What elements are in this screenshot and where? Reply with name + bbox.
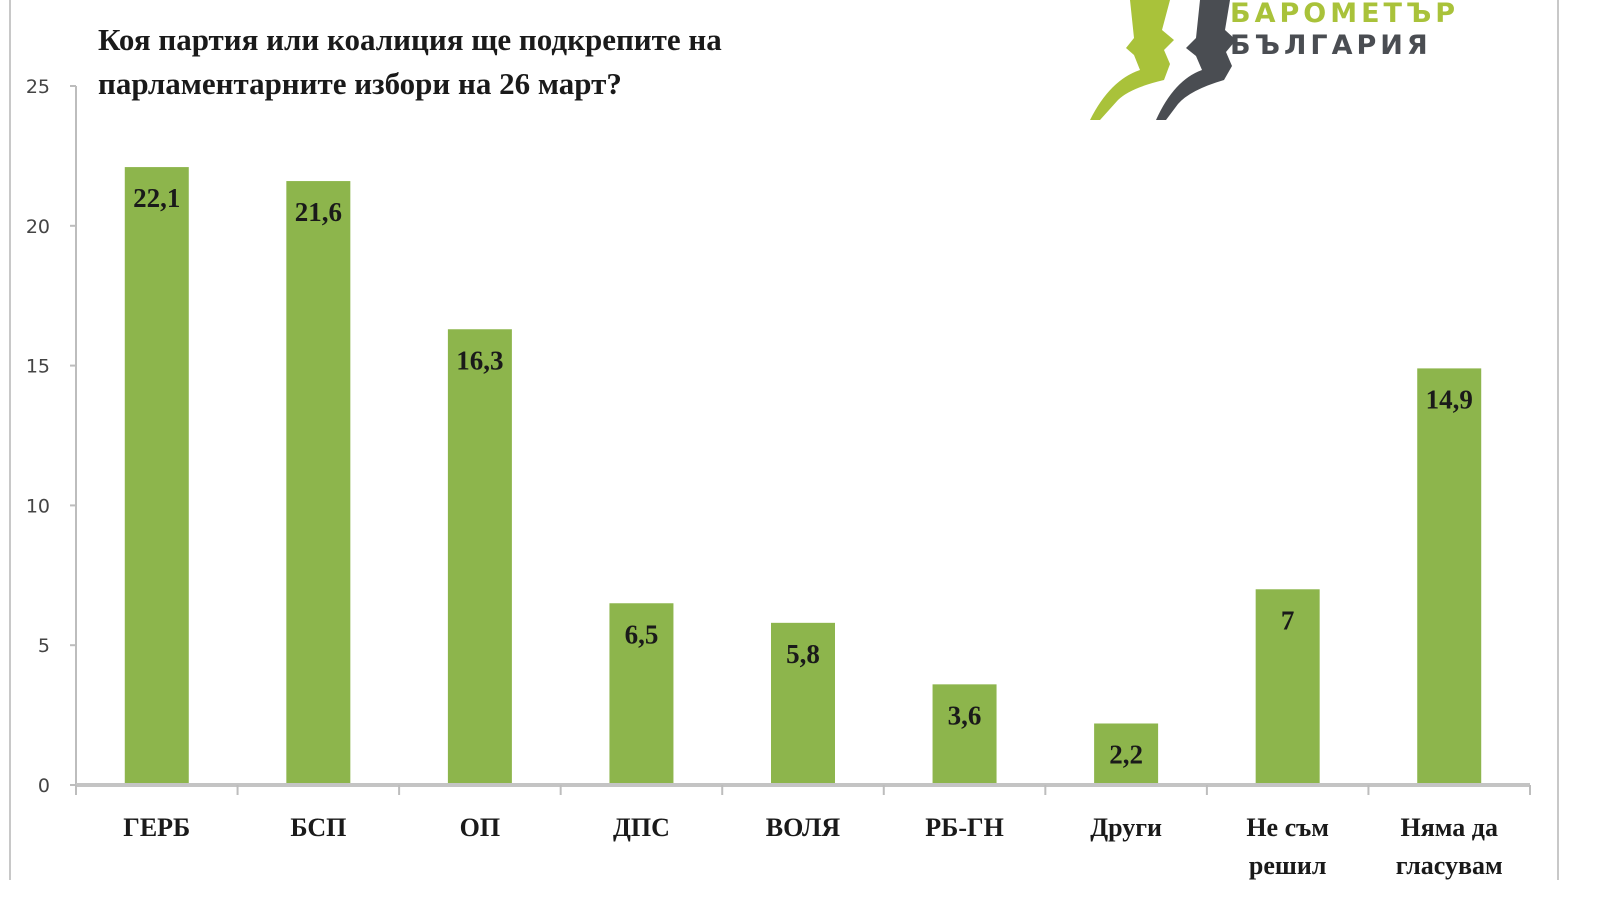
- barometer-bulgaria-logo: БАРОМЕТЪР БЪЛГАРИЯ: [1090, 0, 1530, 125]
- y-tick-label: 15: [26, 356, 50, 378]
- bar: [124, 167, 189, 786]
- bar: [932, 684, 997, 785]
- chart-title-line: Коя партия или коалиция ще подкрепите на: [98, 22, 722, 57]
- x-tick-label: ДПС: [613, 813, 670, 842]
- x-tick-label: ВОЛЯ: [766, 813, 841, 842]
- y-tick-label: 20: [26, 216, 50, 238]
- frame-border-right: [1557, 0, 1559, 880]
- data-label: 5,8: [786, 639, 820, 669]
- bar: [1255, 589, 1320, 785]
- x-tick-label: РБ-ГН: [925, 813, 1004, 842]
- bar: [447, 329, 512, 785]
- logo-faces-icon: [1090, 0, 1236, 120]
- logo-text-line1: БАРОМЕТЪР: [1230, 0, 1460, 29]
- x-tick-label: ГЕРБ: [123, 813, 190, 842]
- x-tick-label: гласувам: [1396, 851, 1503, 880]
- data-label: 3,6: [948, 700, 982, 730]
- chart-title: Коя партия или коалиция ще подкрепите на…: [98, 18, 722, 106]
- x-tick-label: Няма да: [1400, 813, 1497, 842]
- x-tick-label: БСП: [290, 813, 346, 842]
- data-label: 6,5: [625, 619, 659, 649]
- data-label: 7: [1281, 605, 1295, 635]
- bar: [286, 181, 351, 786]
- logo-text-line2: БЪЛГАРИЯ: [1230, 30, 1432, 61]
- x-tick-label: ОП: [460, 813, 500, 842]
- y-tick-label: 10: [26, 495, 50, 517]
- data-label: 16,3: [456, 345, 503, 375]
- y-tick-label: 0: [38, 775, 50, 797]
- bar: [1417, 368, 1482, 785]
- data-label: 22,1: [133, 183, 180, 213]
- x-tick-label: решил: [1249, 851, 1327, 880]
- data-label: 2,2: [1109, 739, 1143, 769]
- x-tick-label: Не съм: [1246, 813, 1329, 842]
- bar: [609, 603, 674, 785]
- x-tick-label: Други: [1090, 813, 1162, 842]
- data-label: 14,9: [1426, 384, 1473, 414]
- bar: [771, 622, 835, 785]
- y-tick-label: 25: [26, 76, 50, 98]
- frame-border-left: [9, 0, 11, 880]
- data-label: 21,6: [295, 197, 342, 227]
- y-tick-label: 5: [38, 635, 50, 657]
- chart-title-line: парламентарните избори на 26 март?: [98, 66, 622, 101]
- bar: [1094, 723, 1159, 785]
